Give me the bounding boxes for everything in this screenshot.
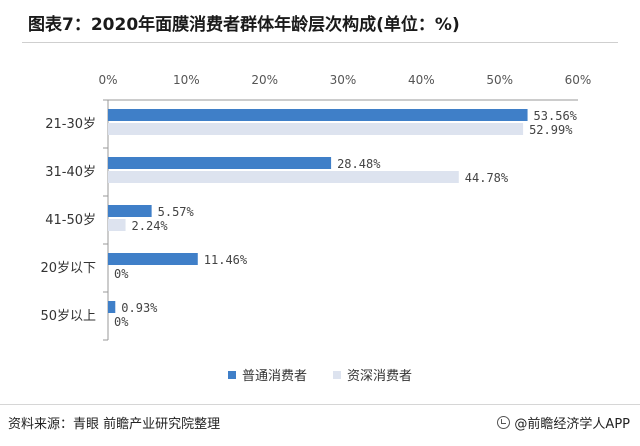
bar-series-1 — [108, 205, 152, 217]
bar-series-1 — [108, 301, 116, 313]
bar-value-label: 2.24% — [132, 219, 169, 233]
footer-divider — [0, 404, 640, 405]
x-tick-label: 30% — [330, 73, 357, 87]
credit: @前瞻经济学人APP — [497, 413, 630, 432]
bar-value-label: 0.93% — [121, 301, 158, 315]
y-category-label: 21-30岁 — [45, 117, 96, 132]
legend-swatch-series-2 — [333, 370, 341, 379]
y-category-label: 41-50岁 — [45, 213, 96, 228]
bar-value-label: 0% — [114, 267, 129, 281]
title-divider — [22, 42, 618, 43]
legend-swatch-series-1 — [227, 370, 236, 379]
bar-series-2 — [108, 123, 524, 135]
bar-value-label: 11.46% — [204, 253, 248, 267]
y-category-label: 20岁以下 — [40, 261, 96, 276]
bar-chart: 0% 10% 20% 30% 40% 50% 60% 21-30岁 53.56%52.99% 31… — [40, 73, 592, 341]
bar-value-label: 44.78% — [465, 171, 509, 185]
source-note: 资料来源：青眼 前瞻产业研究院整理 — [8, 417, 221, 432]
legend-item-series-1: 普通消费者 — [227, 365, 307, 384]
bar-series-1 — [108, 253, 198, 265]
x-tick-label: 40% — [408, 73, 435, 87]
legend-label-series-1: 普通消费者 — [241, 369, 307, 384]
bar-value-label: 28.48% — [337, 157, 381, 171]
y-category-label: 31-40岁 — [45, 165, 96, 180]
x-tick-label: 10% — [173, 73, 200, 87]
legend-label-series-2: 资深消费者 — [347, 369, 413, 384]
bar-value-label: 53.56% — [534, 109, 578, 123]
legend-item-series-2: 资深消费者 — [333, 365, 412, 384]
x-tick-label: 60% — [565, 73, 592, 87]
x-tick-label: 50% — [486, 73, 513, 87]
bar-value-label: 0% — [114, 315, 129, 329]
y-category-label: 50岁以上 — [40, 309, 96, 324]
qianzhan-logo-icon — [497, 416, 511, 429]
x-tick-label: 0% — [98, 73, 117, 87]
credit-text: @前瞻经济学人APP — [514, 417, 630, 432]
bar-series-1 — [108, 157, 332, 169]
chart-title: 图表7：2020年面膜消费者群体年龄层次构成(单位：%) — [28, 15, 460, 35]
bar-series-1 — [108, 109, 528, 121]
x-tick-label: 20% — [251, 73, 278, 87]
bar-series-2 — [108, 219, 126, 231]
chart-legend: 普通消费者 资深消费者 — [0, 365, 640, 384]
bar-value-label: 52.99% — [529, 123, 573, 137]
bar-series-2 — [108, 171, 459, 183]
bar-value-label: 5.57% — [158, 205, 195, 219]
